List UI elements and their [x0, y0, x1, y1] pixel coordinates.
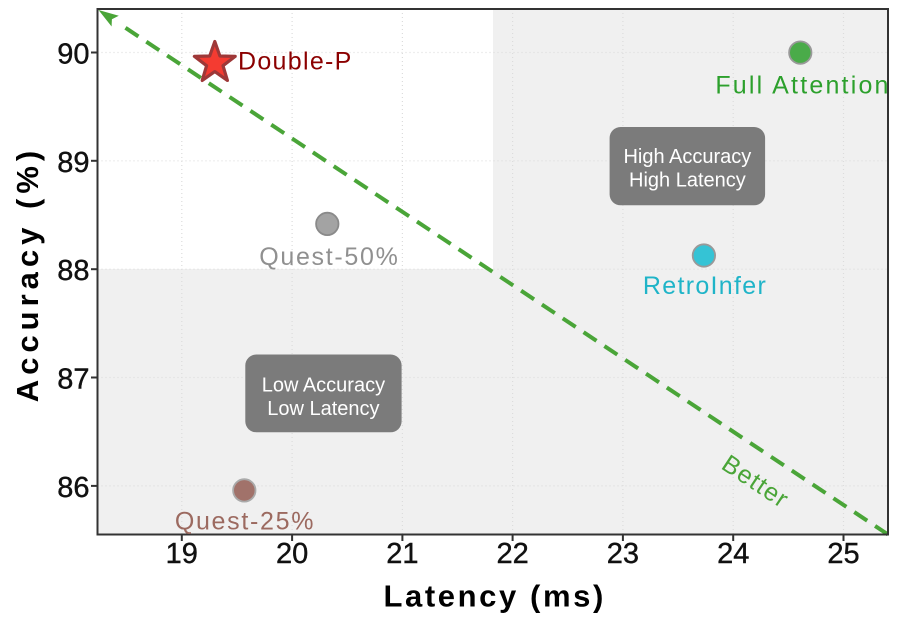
svg-text:22: 22 — [496, 538, 528, 570]
svg-text:20: 20 — [276, 538, 308, 570]
svg-text:Quest-25%: Quest-25% — [175, 508, 315, 536]
svg-text:High Latency: High Latency — [629, 169, 746, 191]
svg-text:High Accuracy: High Accuracy — [623, 146, 751, 168]
svg-text:19: 19 — [166, 538, 198, 570]
svg-text:87: 87 — [57, 364, 89, 396]
svg-text:Accuracy (%): Accuracy (%) — [10, 146, 45, 402]
svg-text:23: 23 — [607, 538, 639, 570]
svg-text:Double-P: Double-P — [238, 47, 353, 75]
svg-text:Low Latency: Low Latency — [267, 398, 379, 420]
svg-text:Full Attention: Full Attention — [715, 72, 890, 100]
svg-text:25: 25 — [827, 538, 859, 570]
svg-text:RetroInfer: RetroInfer — [643, 272, 767, 300]
svg-text:89: 89 — [57, 147, 89, 179]
svg-text:90: 90 — [57, 39, 89, 71]
svg-text:21: 21 — [386, 538, 418, 570]
svg-text:86: 86 — [57, 472, 89, 504]
svg-text:Latency (ms): Latency (ms) — [383, 579, 605, 614]
svg-text:24: 24 — [717, 538, 749, 570]
svg-text:88: 88 — [57, 255, 89, 287]
svg-text:Low Accuracy: Low Accuracy — [262, 375, 385, 397]
svg-text:Quest-50%: Quest-50% — [259, 243, 399, 271]
